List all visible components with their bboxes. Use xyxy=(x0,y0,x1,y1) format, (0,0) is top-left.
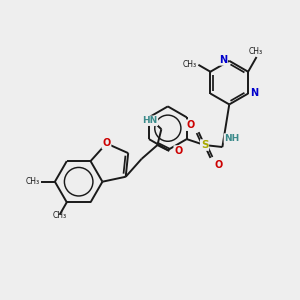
Text: S: S xyxy=(201,140,208,150)
Text: CH₃: CH₃ xyxy=(52,211,66,220)
Text: NH: NH xyxy=(224,134,240,143)
Text: CH₃: CH₃ xyxy=(249,47,263,56)
Text: O: O xyxy=(214,160,223,170)
Text: O: O xyxy=(102,138,111,148)
Text: O: O xyxy=(186,120,195,130)
Text: O: O xyxy=(174,146,182,156)
Text: HN: HN xyxy=(142,116,158,125)
Text: CH₃: CH₃ xyxy=(183,60,197,69)
Text: N: N xyxy=(250,88,258,98)
Text: CH₃: CH₃ xyxy=(26,177,40,186)
Text: N: N xyxy=(219,55,227,65)
